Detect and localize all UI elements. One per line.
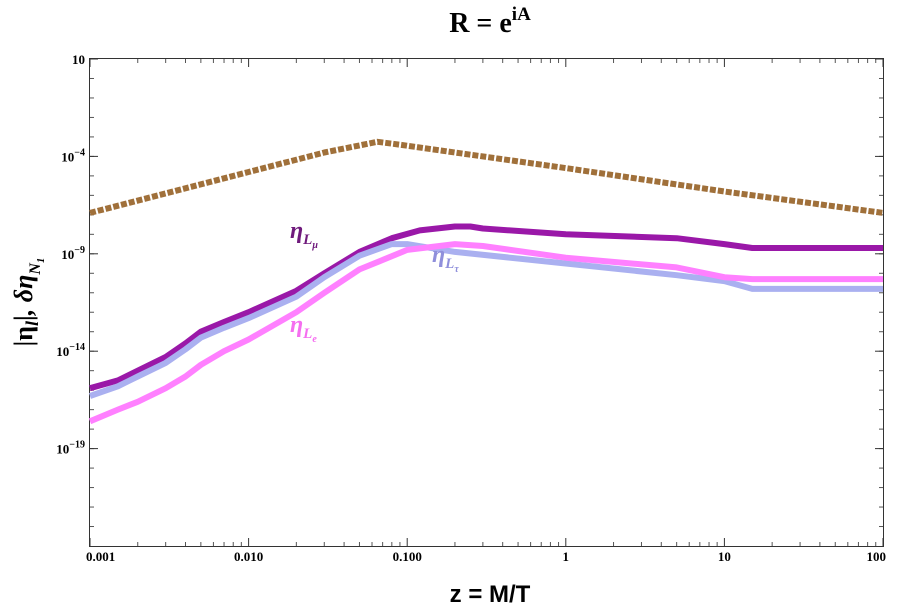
y-label-sub-l: l	[22, 321, 42, 326]
x-tick-label: 100	[867, 549, 887, 564]
x-axis-label: z = M/T	[450, 581, 531, 608]
series-layer	[88, 138, 884, 425]
label-eta-L-mu: ηLμ	[290, 218, 318, 251]
y-tick-label: 10−4	[61, 147, 85, 164]
series-eta-L-tau	[89, 241, 883, 399]
series-delta-eta-N1	[89, 138, 884, 216]
y-axis-label: |ηl|, δηN1	[9, 258, 47, 347]
chart-title-sup: iA	[512, 4, 531, 25]
x-axis: 0.001 0.010 0.100 1 10 100	[86, 59, 886, 564]
x-tick-label: 0.100	[393, 549, 422, 564]
y-tick-label: 10−14	[56, 342, 85, 359]
y-tick-label: 10	[72, 52, 85, 67]
label-eta-L-e: ηLe	[290, 312, 317, 345]
annotation-layer: ηLμ ηLτ ηLe	[290, 218, 459, 345]
y-label-sub-1: 1	[35, 258, 47, 264]
x-tick-label: 1	[563, 549, 570, 564]
plot-frame	[89, 58, 884, 547]
x-tick-label: 10	[718, 549, 731, 564]
x-tick-label: 0.010	[234, 549, 263, 564]
series-eta-L-mu	[89, 223, 883, 392]
y-label-part-2: |, δη	[9, 275, 38, 321]
y-axis: 10 10−4 10−9 10−14 10−19	[56, 52, 883, 528]
x-tick-label: 0.001	[86, 549, 115, 564]
y-label-part-1: |η	[9, 326, 38, 347]
y-label-sub-N: N	[27, 262, 44, 276]
y-tick-label: 10−9	[61, 245, 85, 262]
y-tick-label: 10−19	[56, 440, 85, 457]
chart-title: R = eiA	[449, 4, 531, 39]
chart-title-main: R = e	[449, 8, 512, 39]
label-eta-L-tau: ηLτ	[432, 242, 459, 275]
series-eta-L-e	[88, 241, 883, 425]
